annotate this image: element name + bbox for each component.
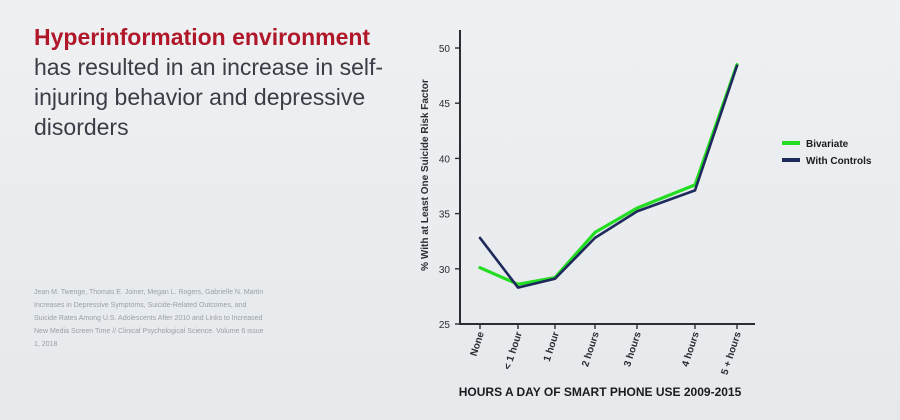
x-axis-ticks: None < 1 hour 1 hour 2 hours 3 hours 4 hours 5… [469, 324, 744, 376]
series-line-bivariate [478, 62, 739, 286]
x-tick-label: 3 hours [622, 330, 644, 368]
series-line-with-controls [478, 64, 739, 289]
legend: Bivariate With Controls [782, 139, 872, 167]
y-tick-label: 40 [439, 154, 451, 165]
headline-rest: has resulted in an increase in self-inju… [34, 54, 384, 140]
y-tick-label: 50 [439, 44, 451, 55]
y-tick-label: 30 [439, 265, 451, 276]
headline-accent: Hyperinformation environment [34, 24, 371, 50]
y-tick-label: 35 [439, 210, 451, 221]
x-tick-label: < 1 hour [502, 330, 525, 371]
citation-text: Jean M. Twenge, Thomas E. Joiner, Megan … [34, 289, 264, 348]
y-tick-label: 25 [439, 320, 451, 331]
series-lines [478, 62, 739, 289]
x-tick-label: 1 hour [542, 330, 562, 363]
y-tick-label: 45 [439, 99, 451, 110]
y-axis-label: % With at Least One Suicide Risk Factor [420, 79, 431, 271]
x-tick-label: 4 hours [680, 330, 702, 368]
x-tick-label: 5 + hours [720, 330, 744, 376]
y-axis-ticks: 25 30 35 40 45 50 [439, 44, 460, 331]
x-axis-label: HOURS A DAY OF SMART PHONE USE 2009-2015 [459, 385, 742, 399]
x-tick-label: 2 hours [580, 330, 602, 368]
legend-label-bivariate: Bivariate [806, 139, 849, 150]
x-tick-label: None [469, 330, 487, 358]
legend-label-with-controls: With Controls [806, 156, 872, 167]
slide-headline: Hyperinformation environment has resulte… [34, 22, 394, 142]
